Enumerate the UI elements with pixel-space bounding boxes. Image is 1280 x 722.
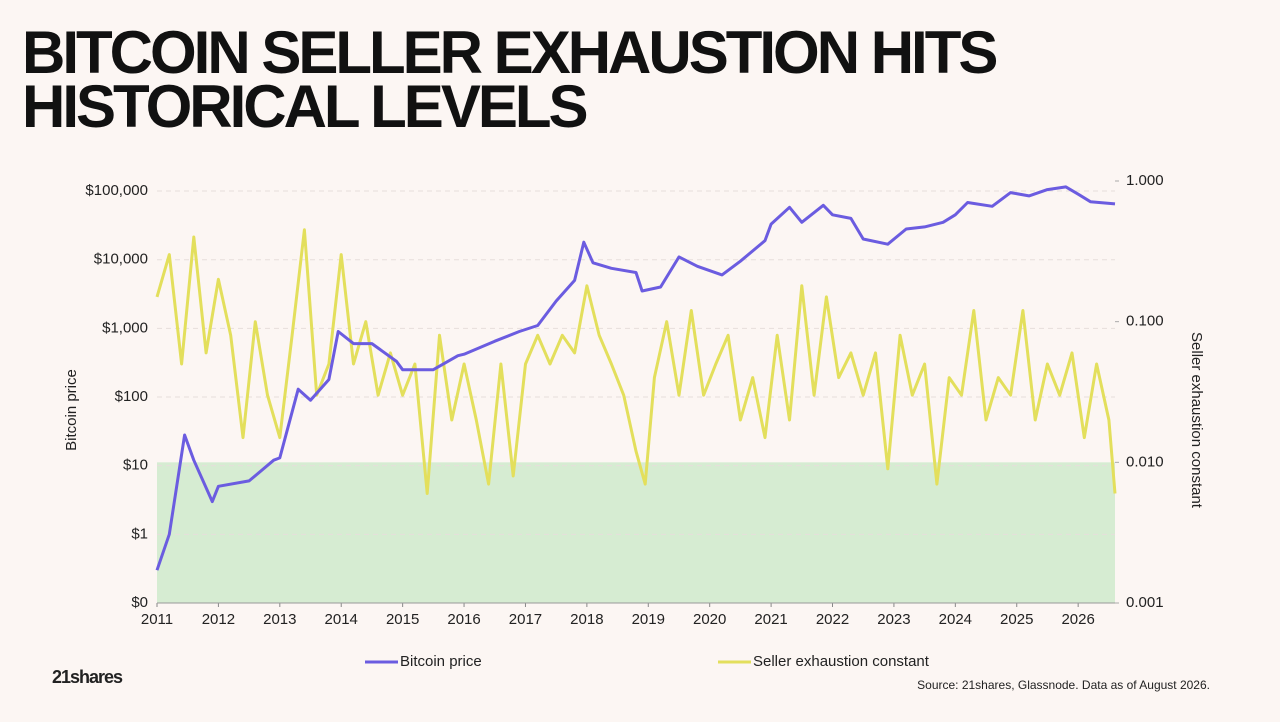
x-tick-label: 2023 — [877, 611, 910, 628]
x-tick-label: 2012 — [202, 611, 235, 628]
y-tick-label: $10,000 — [94, 251, 148, 268]
legend-label: Seller exhaustion constant — [753, 653, 930, 670]
x-tick-label: 2019 — [632, 611, 665, 628]
y-tick-label: $1 — [131, 525, 148, 542]
x-tick-label: 2016 — [447, 611, 480, 628]
source-note: Source: 21shares, Glassnode. Data as of … — [917, 678, 1210, 692]
y-tick-label: $1,000 — [102, 319, 148, 336]
data-line — [155, 185, 1116, 571]
shaded-zone — [157, 462, 1115, 603]
x-tick-label: 2022 — [816, 611, 849, 628]
x-tick-label: 2014 — [325, 611, 358, 628]
x-tick-label: 2021 — [754, 611, 787, 628]
y2-tick-label: 1.000 — [1126, 172, 1164, 189]
x-tick-label: 2025 — [1000, 611, 1033, 628]
x-tick-label: 2013 — [263, 611, 296, 628]
y-tick-label: $10 — [123, 457, 148, 474]
y2-tick-label: 0.010 — [1126, 453, 1164, 470]
legend-label: Bitcoin price — [400, 653, 482, 670]
y2-axis-label: Seller exhaustion constant — [1188, 332, 1205, 509]
x-tick-label: 2018 — [570, 611, 603, 628]
y2-tick-label: 0.100 — [1126, 313, 1164, 330]
data-line — [155, 228, 1117, 495]
x-tick-label: 2020 — [693, 611, 726, 628]
x-tick-label: 2017 — [509, 611, 542, 628]
y-tick-label: $100,000 — [85, 182, 148, 199]
y-tick-label: $100 — [115, 388, 148, 405]
brand-logo: 21shares — [52, 667, 123, 687]
y-tick-label: $0 — [131, 594, 148, 611]
y2-tick-label: 0.001 — [1126, 594, 1164, 611]
y-axis-label: Bitcoin price — [63, 369, 80, 451]
chart-title: BITCOIN SELLER EXHAUSTION HITS HISTORICA… — [22, 19, 998, 140]
x-tick-label: 2011 — [141, 611, 173, 628]
x-tick-label: 2015 — [386, 611, 419, 628]
x-tick-label: 2024 — [939, 611, 972, 628]
x-tick-label: 2026 — [1061, 611, 1094, 628]
